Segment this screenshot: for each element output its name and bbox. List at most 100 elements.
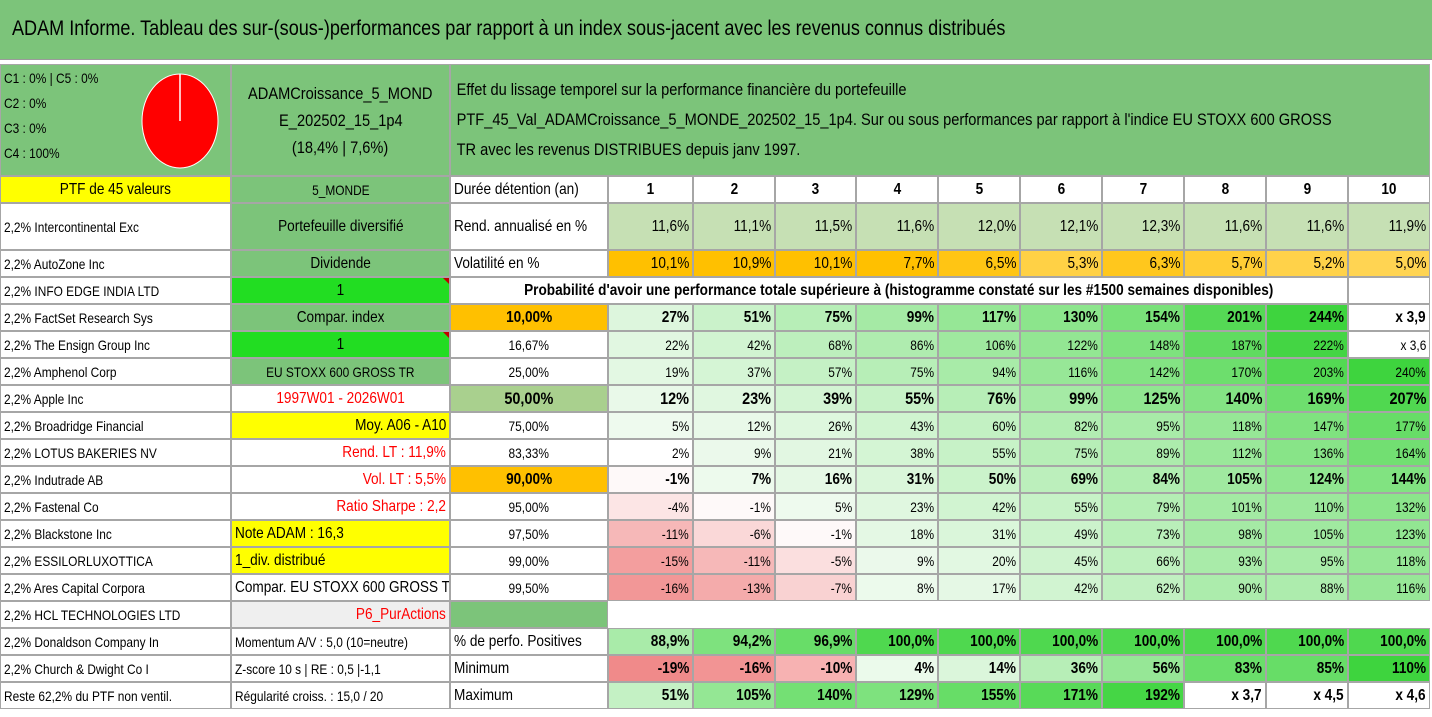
probability-value[interactable]: 62% — [1102, 574, 1184, 601]
min-value[interactable]: 4% — [856, 655, 938, 682]
vol-value[interactable]: 10,9% — [693, 250, 775, 277]
empty-mid-cell[interactable] — [450, 601, 608, 628]
probability-value[interactable]: -4% — [608, 493, 693, 520]
probability-value[interactable]: 42% — [693, 331, 775, 358]
probability-value[interactable]: 222% — [1266, 331, 1348, 358]
probability-threshold[interactable]: 99,00% — [450, 547, 608, 574]
min-value[interactable]: 56% — [1102, 655, 1184, 682]
holding-row[interactable]: 2,2% Fastenal Co — [0, 493, 231, 520]
min-value[interactable]: 36% — [1020, 655, 1102, 682]
info-cell[interactable]: Z-score 10 s | RE : 0,5 |-1,1 — [231, 655, 450, 682]
probability-value[interactable]: 68% — [775, 331, 856, 358]
probability-value[interactable]: 23% — [693, 385, 775, 412]
info-cell[interactable]: 1 — [231, 331, 450, 358]
probability-value[interactable]: 7% — [693, 466, 775, 493]
min-value[interactable]: -19% — [608, 655, 693, 682]
vol-value[interactable]: 6,3% — [1102, 250, 1184, 277]
probability-value[interactable]: 23% — [856, 493, 938, 520]
probability-value[interactable]: -13% — [693, 574, 775, 601]
probability-value[interactable]: 76% — [938, 385, 1020, 412]
rend-value[interactable]: 11,9% — [1348, 203, 1430, 250]
info-cell[interactable]: 1_div. distribué — [231, 547, 450, 574]
info-cell[interactable]: Dividende — [231, 250, 450, 277]
probability-value[interactable]: 88% — [1266, 574, 1348, 601]
probability-value[interactable]: 79% — [1102, 493, 1184, 520]
probability-value[interactable]: 130% — [1020, 304, 1102, 331]
min-value[interactable]: 14% — [938, 655, 1020, 682]
info-cell[interactable]: Rend. LT : 11,9% — [231, 439, 450, 466]
info-cell[interactable]: 1997W01 - 2026W01 — [231, 385, 450, 412]
probability-value[interactable]: 132% — [1348, 493, 1430, 520]
holding-row[interactable]: 2,2% Ares Capital Corpora — [0, 574, 231, 601]
probability-value[interactable]: 5% — [608, 412, 693, 439]
holding-row[interactable]: 2,2% AutoZone Inc — [0, 250, 231, 277]
probability-value[interactable]: 154% — [1102, 304, 1184, 331]
probability-value[interactable]: 75% — [856, 358, 938, 385]
positive-value[interactable]: 100,0% — [1348, 628, 1430, 655]
probability-threshold[interactable]: 99,50% — [450, 574, 608, 601]
probability-title-spacer[interactable] — [1348, 277, 1430, 304]
probability-value[interactable]: -1% — [775, 520, 856, 547]
max-value[interactable]: 129% — [856, 682, 938, 709]
holding-row[interactable]: 2,2% Church & Dwight Co I — [0, 655, 231, 682]
probability-threshold[interactable]: 95,00% — [450, 493, 608, 520]
probability-value[interactable]: 50% — [938, 466, 1020, 493]
probability-value[interactable]: 244% — [1266, 304, 1348, 331]
probability-value[interactable]: 55% — [856, 385, 938, 412]
header-duration-label[interactable]: Durée détention (an) — [450, 176, 608, 203]
probability-value[interactable]: 105% — [1184, 466, 1266, 493]
info-cell[interactable]: 1 — [231, 277, 450, 304]
probability-value[interactable]: 73% — [1102, 520, 1184, 547]
max-value[interactable]: x 4,5 — [1266, 682, 1348, 709]
positive-value[interactable]: 100,0% — [1102, 628, 1184, 655]
probability-value[interactable]: 177% — [1348, 412, 1430, 439]
probability-threshold[interactable]: 75,00% — [450, 412, 608, 439]
probability-value[interactable]: 144% — [1348, 466, 1430, 493]
positive-value[interactable]: 100,0% — [856, 628, 938, 655]
holding-row[interactable]: 2,2% Amphenol Corp — [0, 358, 231, 385]
info-cell[interactable]: Momentum A/V : 5,0 (10=neutre) — [231, 628, 450, 655]
header-year-2[interactable]: 2 — [693, 176, 775, 203]
probability-value[interactable]: 116% — [1348, 574, 1430, 601]
rend-value[interactable]: 12,3% — [1102, 203, 1184, 250]
holding-row[interactable]: Reste 62,2% du PTF non ventil. — [0, 682, 231, 709]
probability-value[interactable]: 20% — [938, 547, 1020, 574]
probability-value[interactable]: 101% — [1184, 493, 1266, 520]
rend-value[interactable]: 11,6% — [856, 203, 938, 250]
probability-value[interactable]: 95% — [1266, 547, 1348, 574]
probability-value[interactable]: 16% — [775, 466, 856, 493]
probability-value[interactable]: 112% — [1184, 439, 1266, 466]
max-label[interactable]: Maximum — [450, 682, 608, 709]
probability-value[interactable]: 49% — [1020, 520, 1102, 547]
probability-value[interactable]: 140% — [1184, 385, 1266, 412]
probability-value[interactable]: -11% — [693, 547, 775, 574]
positive-value[interactable]: 100,0% — [1020, 628, 1102, 655]
max-value[interactable]: 51% — [608, 682, 693, 709]
holding-row[interactable]: 2,2% Blackstone Inc — [0, 520, 231, 547]
probability-value[interactable]: 43% — [856, 412, 938, 439]
probability-value[interactable]: 75% — [775, 304, 856, 331]
vol-value[interactable]: 5,0% — [1348, 250, 1430, 277]
holding-row[interactable]: 2,2% The Ensign Group Inc — [0, 331, 231, 358]
probability-value[interactable]: 93% — [1184, 547, 1266, 574]
probability-value[interactable]: 18% — [856, 520, 938, 547]
info-cell[interactable]: Moy. A06 - A10 — [231, 412, 450, 439]
probability-value[interactable]: 124% — [1266, 466, 1348, 493]
probability-value[interactable]: 148% — [1102, 331, 1184, 358]
vol-value[interactable]: 5,2% — [1266, 250, 1348, 277]
probability-value[interactable]: 42% — [1020, 574, 1102, 601]
probability-value[interactable]: 12% — [608, 385, 693, 412]
probability-value[interactable]: 8% — [856, 574, 938, 601]
probability-value[interactable]: -15% — [608, 547, 693, 574]
probability-value[interactable]: 2% — [608, 439, 693, 466]
probability-threshold[interactable]: 25,00% — [450, 358, 608, 385]
probability-value[interactable]: 136% — [1266, 439, 1348, 466]
vol-value[interactable]: 10,1% — [775, 250, 856, 277]
info-cell[interactable]: EU STOXX 600 GROSS TR — [231, 358, 450, 385]
probability-value[interactable]: 9% — [856, 547, 938, 574]
probability-value[interactable]: 240% — [1348, 358, 1430, 385]
rend-label[interactable]: Rend. annualisé en % — [450, 203, 608, 250]
probability-value[interactable]: 98% — [1184, 520, 1266, 547]
header-year-5[interactable]: 5 — [938, 176, 1020, 203]
vol-label[interactable]: Volatilité en % — [450, 250, 608, 277]
